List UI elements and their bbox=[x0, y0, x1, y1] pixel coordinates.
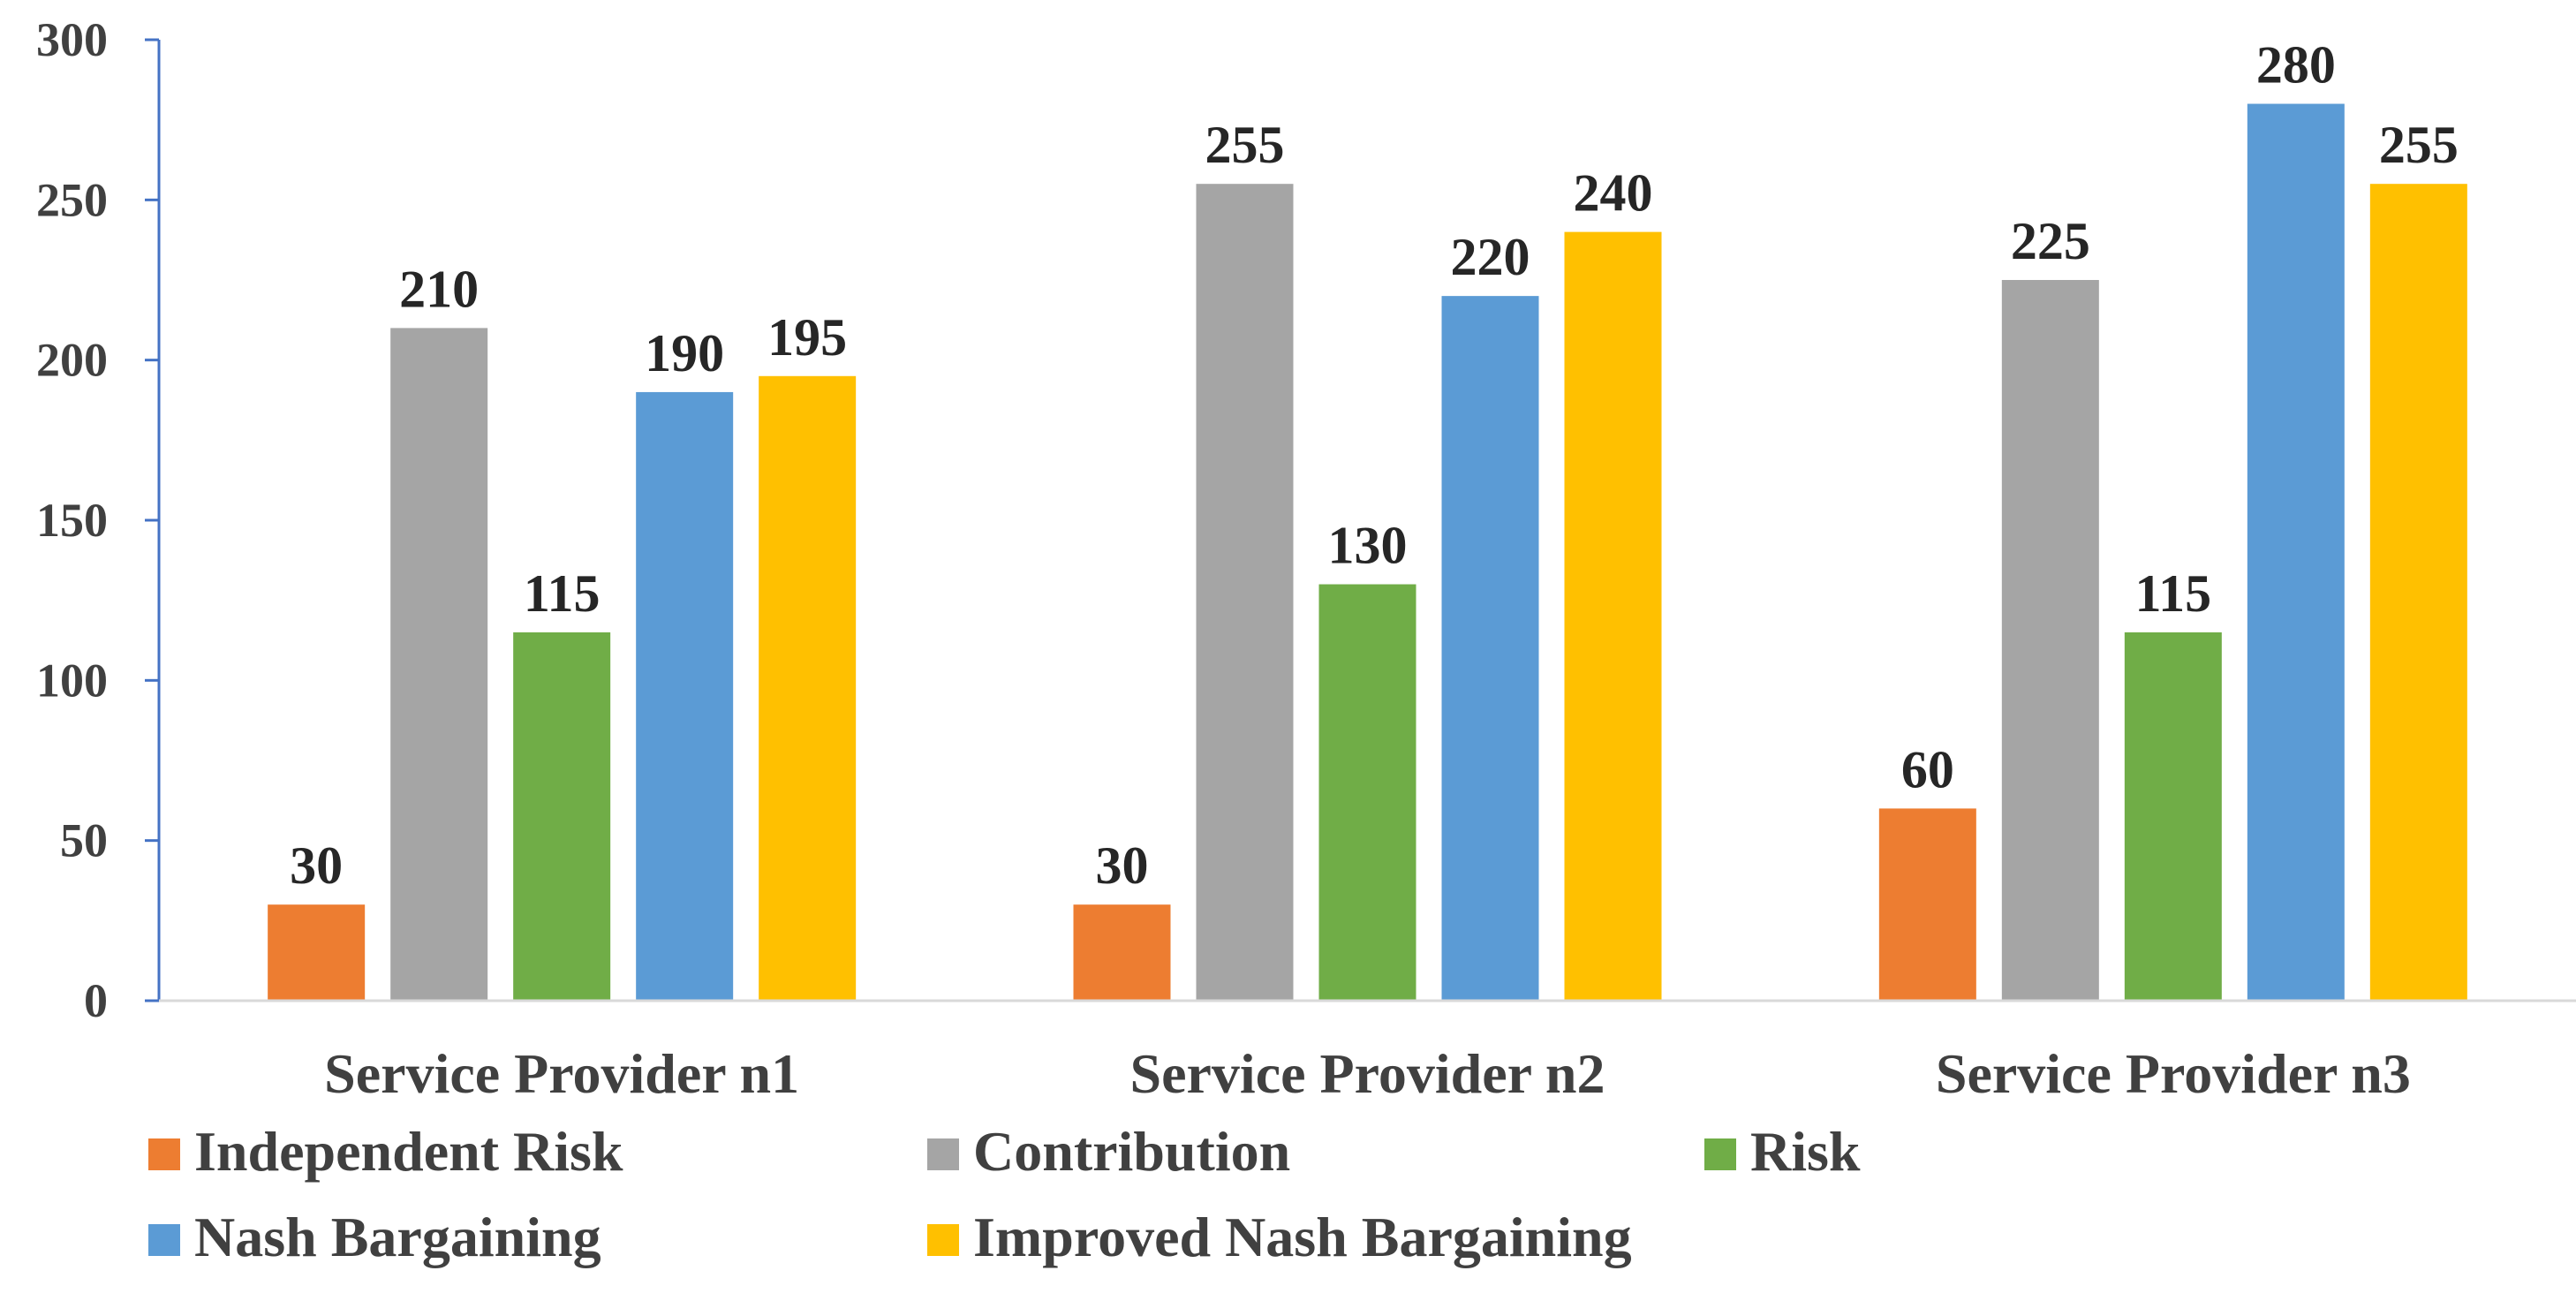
bar-contribution bbox=[390, 328, 488, 1001]
data-label: 280 bbox=[2256, 36, 2336, 95]
data-label: 220 bbox=[1451, 228, 1530, 286]
x-category-label: Service Provider n2 bbox=[1130, 1042, 1605, 1105]
bar-improved-nash-bargaining bbox=[1564, 231, 1662, 1002]
data-label: 240 bbox=[1574, 164, 1653, 223]
y-axis: 0 50 100 150 200 250 300 bbox=[36, 13, 161, 1027]
legend-label: Risk bbox=[1750, 1120, 1861, 1183]
legend-swatch bbox=[927, 1138, 959, 1170]
y-tick-label: 150 bbox=[36, 494, 108, 547]
data-label: 60 bbox=[1901, 740, 1954, 798]
data-label: 225 bbox=[2011, 212, 2090, 270]
bar-nash-bargaining bbox=[2247, 103, 2345, 1002]
bars: 30 210 115 190 195 30 255 130 220 240 60 225 115 280 2… bbox=[268, 36, 2467, 1002]
bar-improved-nash-bargaining bbox=[759, 375, 857, 1001]
bar-contribution bbox=[2001, 280, 2099, 1001]
legend: Independent Risk Contribution Risk Nash Bar… bbox=[148, 1120, 1861, 1268]
legend-entry: Contribution bbox=[927, 1120, 1290, 1183]
legend-swatch bbox=[148, 1224, 180, 1256]
bar-independent-risk bbox=[268, 904, 366, 1001]
bar-independent-risk bbox=[1073, 904, 1171, 1001]
legend-swatch bbox=[1704, 1138, 1736, 1170]
bar-improved-nash-bargaining bbox=[2369, 184, 2467, 1001]
data-label: 30 bbox=[1096, 836, 1149, 895]
legend-swatch bbox=[148, 1138, 180, 1170]
data-label: 30 bbox=[290, 836, 343, 895]
legend-swatch bbox=[927, 1224, 959, 1256]
bar-independent-risk bbox=[1878, 808, 1976, 1001]
y-tick-label: 200 bbox=[36, 334, 108, 387]
bar-risk bbox=[1318, 584, 1416, 1001]
x-axis: Service Provider n1 Service Provider n2 Se… bbox=[159, 999, 2576, 1105]
legend-entry: Nash Bargaining bbox=[148, 1206, 601, 1268]
legend-label: Improved Nash Bargaining bbox=[973, 1206, 1632, 1268]
data-label: 190 bbox=[645, 324, 724, 382]
legend-label: Independent Risk bbox=[194, 1120, 623, 1183]
data-label: 130 bbox=[1328, 517, 1408, 575]
data-label: 115 bbox=[524, 564, 601, 623]
bar-risk bbox=[2124, 632, 2222, 1001]
data-label: 210 bbox=[399, 260, 479, 318]
y-tick-label: 100 bbox=[36, 654, 108, 707]
data-label: 195 bbox=[767, 308, 847, 367]
x-category-label: Service Provider n3 bbox=[1936, 1042, 2411, 1105]
bar-risk bbox=[513, 632, 611, 1001]
bar-contribution bbox=[1196, 184, 1294, 1001]
legend-entry: Independent Risk bbox=[148, 1120, 623, 1183]
y-tick-label: 0 bbox=[84, 974, 108, 1027]
bar-nash-bargaining bbox=[636, 391, 734, 1001]
legend-label: Nash Bargaining bbox=[194, 1206, 601, 1268]
y-tick-label: 250 bbox=[36, 173, 108, 226]
y-tick-label: 300 bbox=[36, 13, 108, 66]
bar-nash-bargaining bbox=[1441, 296, 1539, 1002]
legend-label: Contribution bbox=[973, 1120, 1290, 1183]
legend-entry: Improved Nash Bargaining bbox=[927, 1206, 1632, 1268]
y-tick-label: 50 bbox=[60, 814, 108, 867]
legend-entry: Risk bbox=[1704, 1120, 1861, 1183]
data-label: 115 bbox=[2134, 564, 2211, 623]
data-label: 255 bbox=[1205, 116, 1285, 174]
x-category-label: Service Provider n1 bbox=[324, 1042, 799, 1105]
data-label: 255 bbox=[2379, 116, 2459, 174]
